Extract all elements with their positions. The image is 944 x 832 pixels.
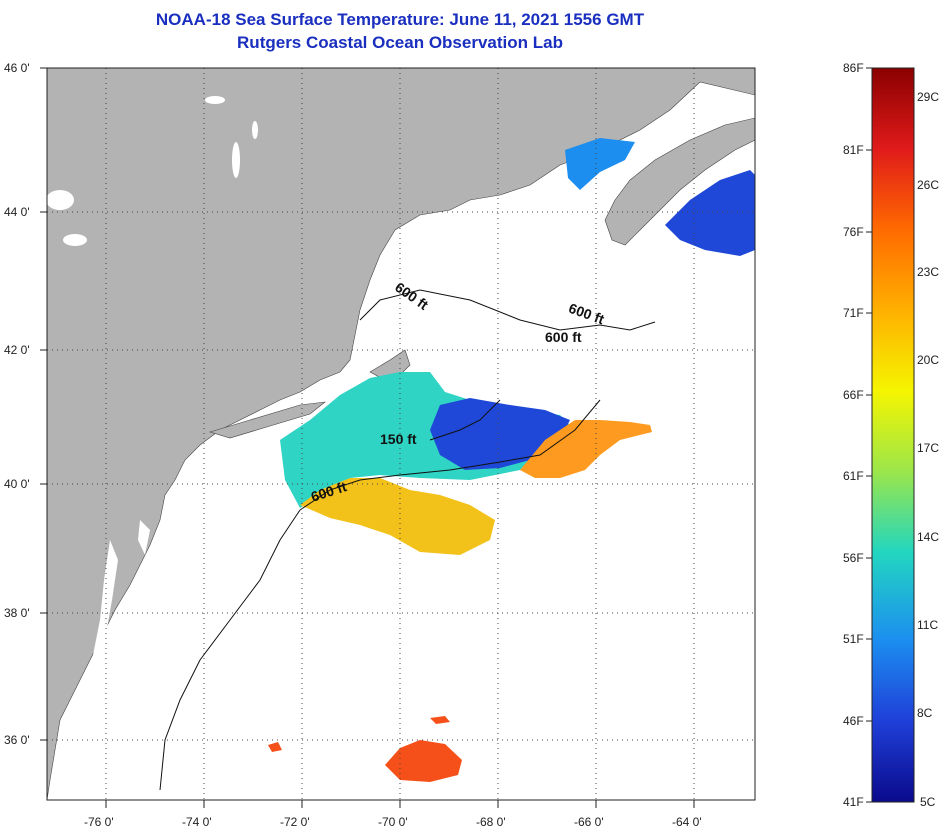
colorbar-f-label: 41F [843,795,864,809]
nova-scotia-land [604,117,755,246]
sst-patch-slope-yellow [300,478,495,555]
sst-patch-gulf-stream-red [385,740,462,782]
sst-patch-small-red-2 [430,716,450,724]
map-subtitle: Rutgers Coastal Ocean Observation Lab [237,33,563,52]
colorbar-f-label: 76F [843,225,864,239]
colorbar-f-label: 61F [843,469,864,483]
lon-label: -66 0' [574,815,604,829]
contour-label: 150 ft [380,431,417,447]
lat-label: 44 0' [4,205,30,219]
sst-patch-shelf-cyan [280,372,575,508]
colorbar-c-label: 11C [917,618,938,632]
colorbar-c-label: 29C [917,90,939,104]
colorbar-c-label: 23C [917,265,939,279]
sst-patch-scotian-shelf-blue [665,170,755,256]
contour-label: 600 ft [545,329,582,345]
mainland-land [47,68,755,800]
sst-patch-gulf-of-maine-blue [565,138,635,190]
long-island-land [208,401,327,439]
map-title: NOAA-18 Sea Surface Temperature: June 11… [155,10,645,29]
colorbar-c-label: 26C [917,178,939,192]
sst-patch-small-red [268,742,282,752]
lat-label: 42 0' [4,343,30,357]
lat-label: 38 0' [4,606,30,620]
colorbar-f-label: 56F [843,551,864,565]
lon-label: -68 0' [476,815,506,829]
colorbar-c-label: 20C [917,353,939,367]
colorbar-c-label: 17C [917,441,939,455]
colorbar-f-label: 46F [843,714,864,728]
lat-label: 40 0' [4,477,30,491]
colorbar [871,67,915,803]
colorbar-c-label: 14C [917,530,939,544]
colorbar-f-label: 71F [843,306,864,320]
lon-label: -64 0' [672,815,702,829]
lat-label: 36 0' [4,733,30,747]
lon-label: -76 0' [84,815,114,829]
colorbar-f-label: 66F [843,388,864,402]
lon-label: -70 0' [378,815,408,829]
lon-label: -72 0' [280,815,310,829]
bathymetry-contours [159,289,656,791]
lon-label: -74 0' [182,815,212,829]
colorbar-f-label: 86F [843,61,864,75]
colorbar-f-label: 81F [843,143,864,157]
lat-label: 46 0' [4,61,30,75]
colorbar-c-label: 8C [917,706,933,720]
sst-patch-slope-orange [520,420,652,478]
colorbar-c-label: 5C [920,795,936,809]
colorbar-f-label: 51F [843,632,864,646]
